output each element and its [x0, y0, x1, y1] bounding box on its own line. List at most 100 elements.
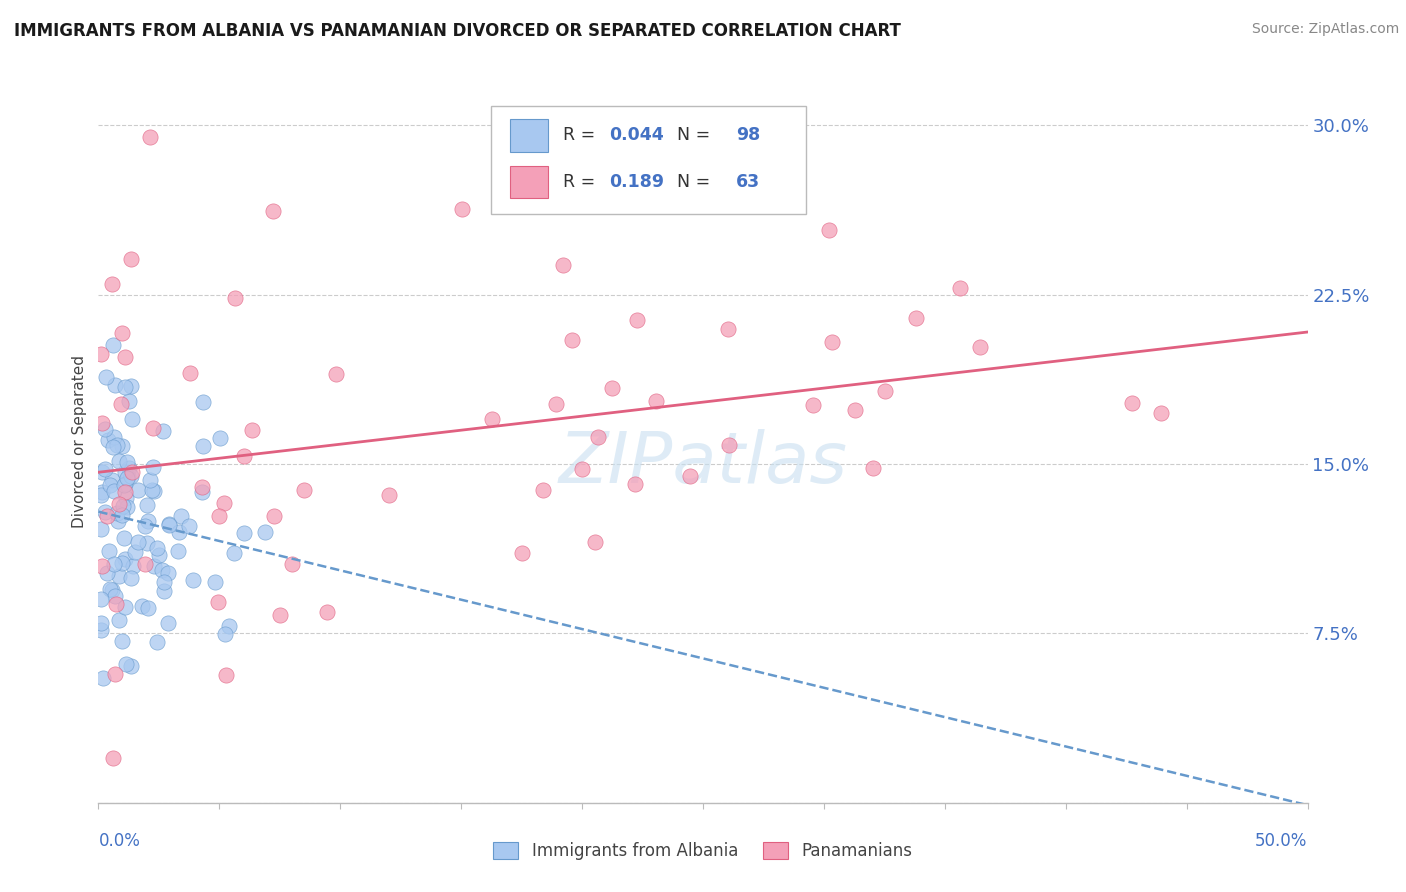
Point [114, 552, 136, 566]
Point [222, 547, 245, 561]
Point [600, 381, 623, 395]
Point [96, 370, 118, 384]
Point [153, 584, 176, 599]
Point [131, 599, 153, 613]
Point [94, 422, 117, 436]
Point [139, 474, 162, 488]
Point [209, 431, 232, 445]
Text: IMMIGRANTS FROM ALBANIA VS PANAMANIAN DIVORCED OR SEPARATED CORRELATION CHART: IMMIGRANTS FROM ALBANIA VS PANAMANIAN DI… [14, 22, 901, 40]
Text: Source: ZipAtlas.com: Source: ZipAtlas.com [1251, 22, 1399, 37]
Point [183, 573, 205, 587]
Point [224, 291, 246, 305]
Point [120, 468, 142, 483]
Point [90, 591, 112, 606]
Point [122, 559, 145, 574]
Point [157, 518, 180, 533]
Point [905, 310, 928, 325]
Text: 50.0%: 50.0% [1256, 831, 1308, 850]
Point [96, 508, 118, 523]
Point [114, 476, 136, 491]
Point [121, 412, 143, 426]
Point [179, 519, 201, 533]
Point [561, 333, 583, 347]
Point [107, 514, 129, 528]
Point [101, 750, 124, 764]
Point [233, 449, 256, 463]
Point [98, 478, 121, 492]
Point [821, 335, 844, 350]
Point [1150, 406, 1173, 420]
Point [134, 519, 156, 533]
Point [862, 461, 884, 475]
Point [105, 438, 128, 452]
Point [104, 590, 127, 604]
Point [136, 498, 159, 512]
Point [90, 484, 112, 499]
Text: 0.044: 0.044 [609, 127, 664, 145]
Point [97, 543, 120, 558]
Point [141, 483, 163, 497]
Text: R =: R = [562, 127, 600, 145]
Point [115, 500, 138, 515]
Text: 0.189: 0.189 [609, 173, 664, 191]
Point [191, 480, 214, 494]
Point [110, 439, 132, 453]
Point [112, 531, 135, 545]
Point [139, 130, 162, 145]
Point [127, 535, 149, 549]
Point [233, 525, 256, 540]
Point [645, 393, 668, 408]
Point [115, 491, 138, 506]
Point [115, 471, 138, 485]
Point [90, 347, 112, 361]
Point [96, 566, 118, 580]
FancyBboxPatch shape [492, 105, 806, 214]
Text: 0.0%: 0.0% [98, 831, 141, 850]
Point [120, 252, 142, 267]
Point [114, 599, 136, 614]
Point [138, 601, 160, 615]
Point [108, 497, 131, 511]
Point [214, 626, 236, 640]
Point [571, 462, 593, 476]
Point [103, 483, 125, 498]
Point [90, 615, 112, 630]
Point [103, 338, 125, 352]
Point [510, 546, 533, 560]
Point [114, 465, 136, 479]
Point [166, 544, 188, 558]
Point [117, 470, 139, 484]
Point [262, 203, 284, 218]
Point [157, 516, 180, 531]
Point [135, 535, 157, 549]
Point [104, 378, 127, 392]
Point [1121, 396, 1143, 410]
Point [969, 340, 991, 354]
Point [148, 548, 170, 562]
Point [111, 557, 134, 571]
Point [108, 569, 131, 583]
Point [90, 417, 112, 431]
Point [292, 483, 315, 497]
Text: N =: N = [665, 127, 716, 145]
Point [115, 657, 138, 671]
Point [873, 384, 896, 398]
Point [118, 394, 141, 409]
Point [114, 484, 136, 499]
Text: ZIPatlas: ZIPatlas [558, 429, 848, 498]
Point [169, 508, 191, 523]
Point [117, 461, 139, 475]
Point [156, 566, 179, 580]
Point [152, 424, 174, 438]
Point [844, 402, 866, 417]
Point [93, 462, 115, 476]
Point [111, 326, 134, 340]
Point [142, 483, 165, 498]
Point [120, 379, 142, 393]
Point [818, 223, 841, 237]
Point [481, 412, 503, 426]
Point [121, 465, 143, 479]
Bar [509, 120, 548, 152]
Point [105, 506, 128, 520]
Text: N =: N = [665, 173, 716, 191]
